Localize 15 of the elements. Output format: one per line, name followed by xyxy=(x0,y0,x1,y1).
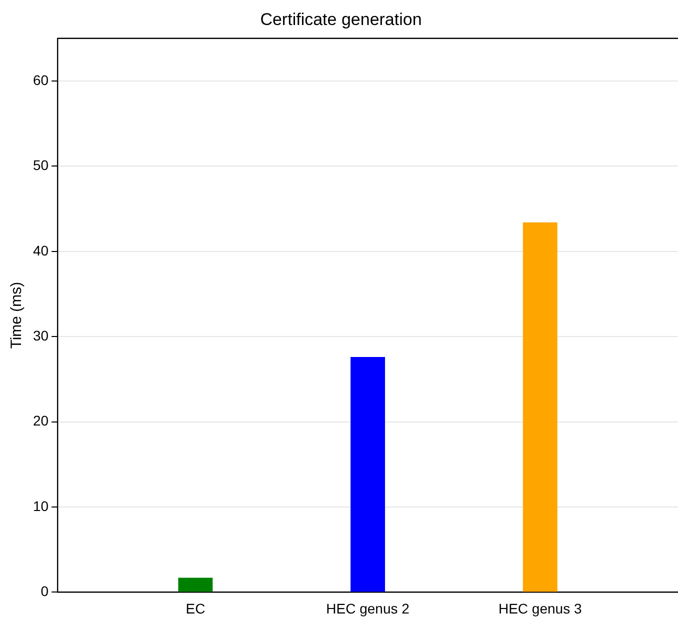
y-tick-label: 60 xyxy=(32,72,49,88)
x-tick-label: HEC genus 2 xyxy=(326,600,410,616)
y-axis-title: Time (ms) xyxy=(8,282,26,349)
y-tick-label: 10 xyxy=(32,498,49,514)
x-tick-label: HEC genus 3 xyxy=(498,600,582,616)
y-tick-label: 0 xyxy=(40,583,49,600)
y-tick-label: 20 xyxy=(32,412,49,429)
bar xyxy=(350,357,386,592)
y-tick-label: 30 xyxy=(32,327,49,344)
bar xyxy=(178,578,213,592)
y-tick-label: 40 xyxy=(32,242,49,258)
chart-title: Certificate generation xyxy=(260,10,422,29)
bar xyxy=(522,222,558,592)
x-tick-label: EC xyxy=(186,600,206,616)
y-tick-label: 50 xyxy=(32,157,49,174)
